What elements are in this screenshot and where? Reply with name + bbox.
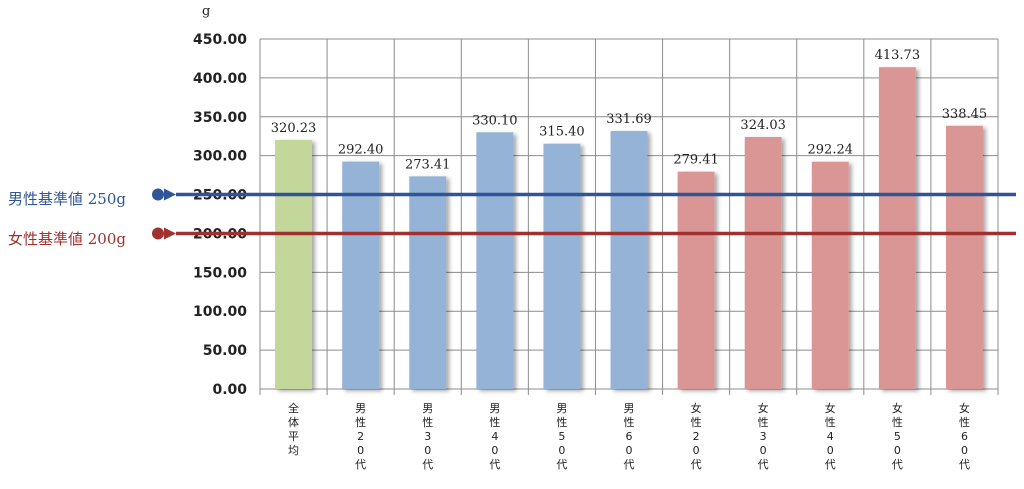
data-label: 324.03 — [740, 118, 786, 133]
x-tick-label: 女性 2 0 代 — [691, 401, 702, 471]
bar — [543, 143, 581, 389]
y-tick-label: 150.00 — [193, 265, 247, 281]
reference-marker-arrow — [164, 188, 176, 201]
x-tick-label: 全体平均 — [288, 401, 299, 457]
y-tick-label: 300.00 — [193, 149, 247, 165]
data-label: 292.40 — [338, 143, 384, 158]
data-label: 320.23 — [271, 121, 317, 136]
data-label: 330.10 — [472, 113, 518, 128]
x-tick-label: 女性 3 0 代 — [758, 401, 769, 471]
x-tick-label: 女性 4 0 代 — [825, 401, 836, 471]
bar — [409, 176, 447, 389]
bar — [610, 131, 648, 389]
data-label: 273.41 — [405, 157, 451, 172]
data-label: 315.40 — [539, 125, 585, 140]
data-label: 279.41 — [673, 153, 719, 168]
y-tick-label: 100.00 — [193, 304, 247, 320]
bar — [744, 136, 782, 389]
y-axis-unit-label: g — [202, 4, 211, 19]
bar — [811, 161, 849, 389]
bar — [476, 132, 514, 389]
x-tick-label: 男性 5 0 代 — [556, 402, 567, 471]
y-tick-label: 50.00 — [203, 343, 248, 359]
bar — [275, 139, 312, 389]
bar — [946, 125, 983, 389]
y-tick-label: 450.00 — [193, 32, 247, 48]
data-label: 338.45 — [942, 107, 988, 122]
reference-marker-arrow — [164, 227, 176, 240]
reference-marker-dot — [152, 188, 164, 201]
x-tick-label: 男性 2 0 代 — [355, 402, 366, 471]
bar — [878, 67, 916, 390]
data-label: 331.69 — [606, 112, 652, 127]
x-tick-label: 男性 4 0 代 — [489, 402, 500, 471]
x-tick-label: 女性 5 0 代 — [892, 401, 903, 471]
y-tick-label: 400.00 — [193, 71, 247, 87]
x-tick-label: 男性 3 0 代 — [422, 402, 433, 471]
x-tick-label: 女性 6 0 代 — [959, 401, 970, 471]
data-label: 292.24 — [808, 143, 854, 158]
y-tick-label: 350.00 — [193, 110, 247, 126]
bar — [342, 161, 380, 389]
data-label: 413.73 — [875, 48, 921, 63]
bar — [677, 171, 715, 389]
reference-marker-dot — [152, 227, 164, 240]
y-tick-label: 0.00 — [212, 382, 247, 398]
x-tick-label: 男性 6 0 代 — [624, 402, 635, 471]
male-reference-label: 男性基準値 250g — [8, 190, 127, 208]
female-reference-label: 女性基準値 200g — [8, 230, 127, 248]
